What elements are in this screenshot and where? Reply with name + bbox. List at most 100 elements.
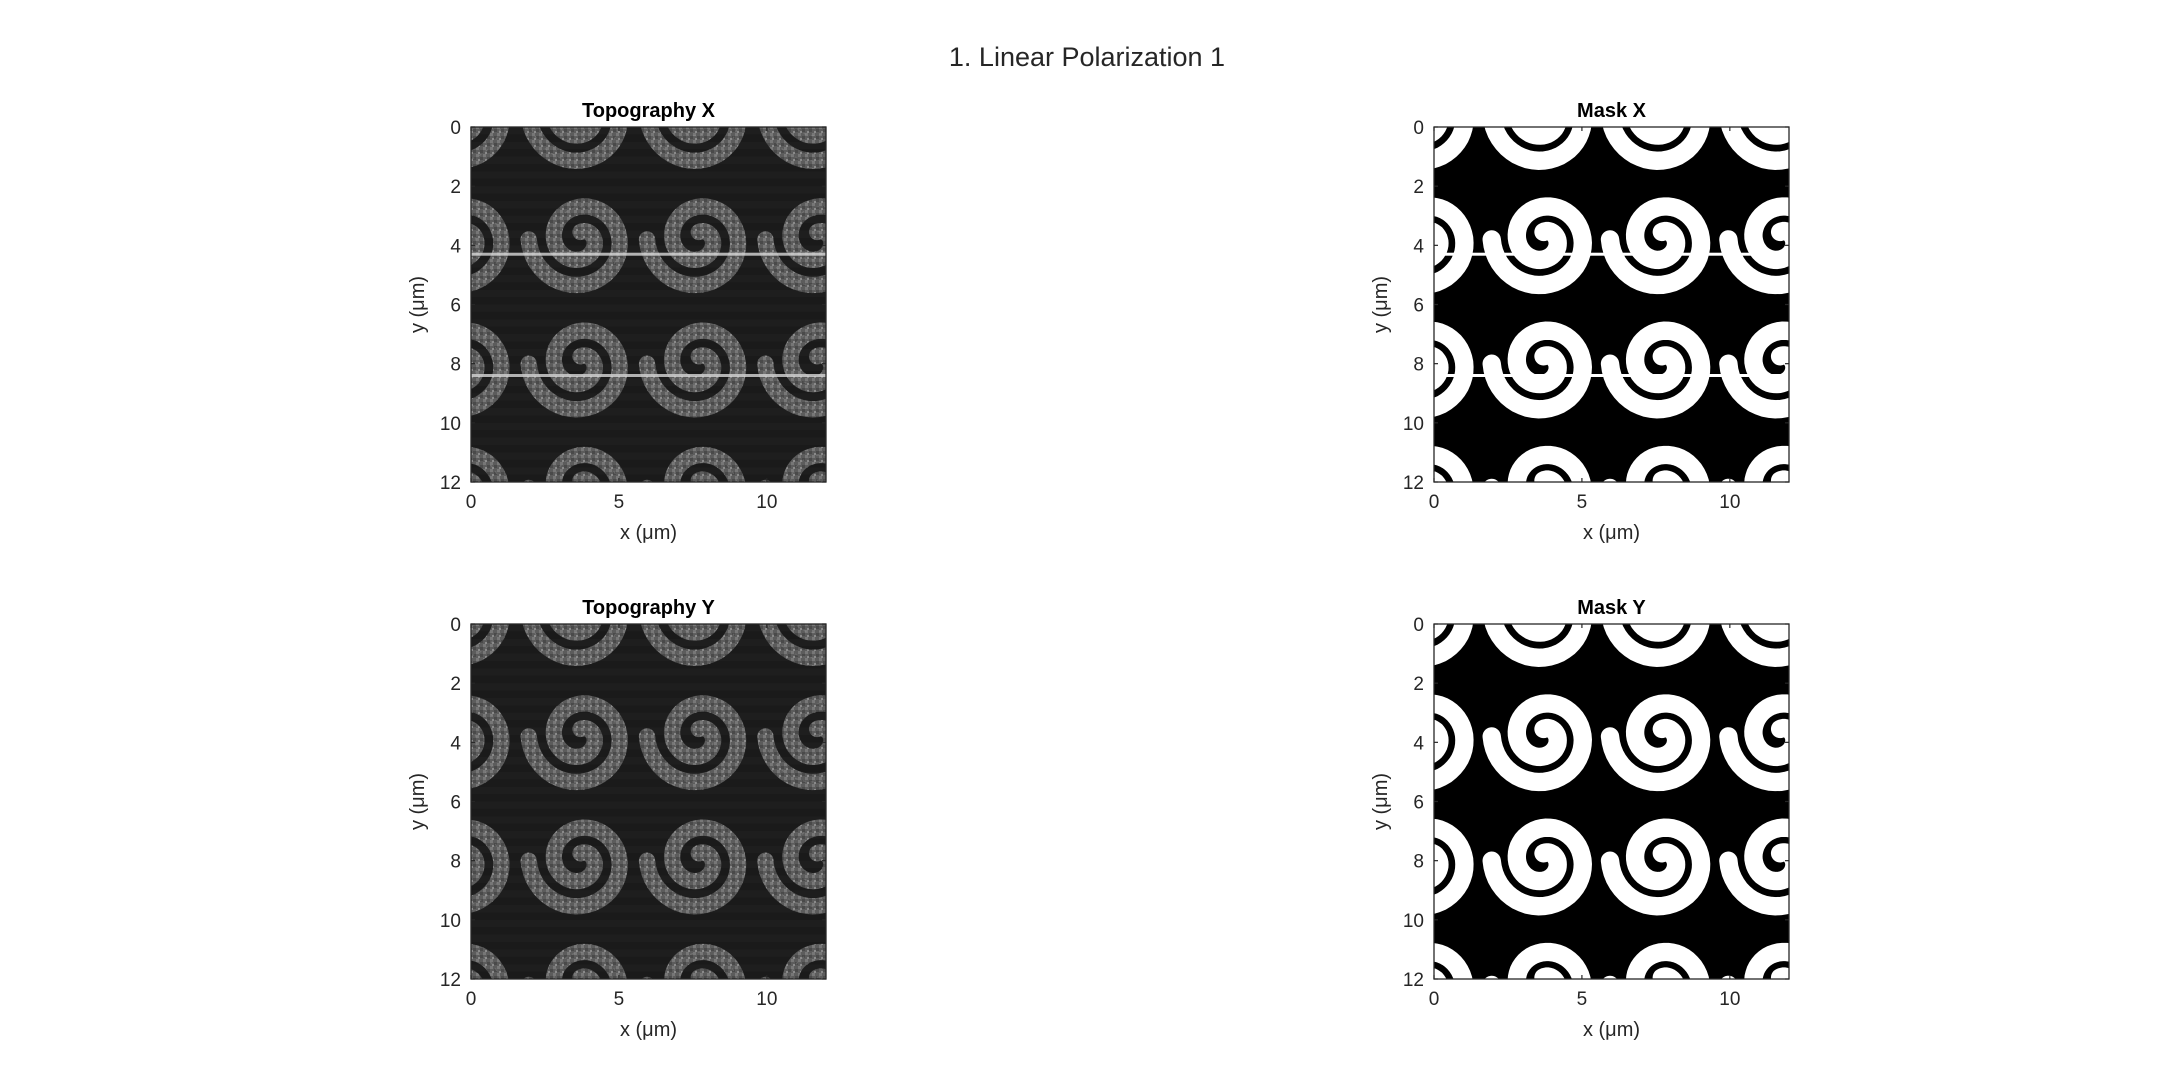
spiral-structure — [520, 695, 628, 791]
spiral-texture — [471, 827, 503, 905]
y-tick-label: 12 — [1403, 970, 1424, 991]
spiral-structure — [1484, 445, 1591, 482]
x-axis-label: x (μm) — [620, 1019, 677, 1041]
y-tick-label: 0 — [450, 118, 461, 139]
scan-band — [471, 668, 826, 676]
spiral-texture — [646, 827, 739, 907]
scan-band — [471, 638, 826, 647]
spiral-structure — [638, 322, 747, 418]
scan-band — [471, 831, 826, 839]
y-tick-label: 12 — [1403, 473, 1424, 494]
spiral-texture — [471, 330, 503, 408]
spiral-structure — [1484, 942, 1591, 979]
scan-band — [471, 845, 826, 854]
spiral-texture — [528, 702, 621, 783]
spiral-texture — [764, 205, 826, 286]
scan-band — [471, 319, 826, 327]
x-axis-label: x (μm) — [620, 522, 677, 544]
y-tick-label: 0 — [1413, 615, 1424, 636]
scan-band — [471, 905, 826, 913]
scan-band — [471, 200, 826, 209]
spiral-structure — [1600, 321, 1711, 419]
y-tick-label: 12 — [440, 473, 461, 494]
scan-band — [471, 334, 826, 342]
scan-band — [471, 186, 826, 194]
spiral-texture — [471, 703, 503, 781]
subplot-3: Topography Y 0 5 10 0 2 4 6 8 10 12 x (μm) y (μm) — [407, 597, 827, 1041]
spiral-structure — [1434, 624, 1473, 666]
spiral-structure — [757, 695, 826, 791]
heatmap-background — [1434, 624, 1789, 979]
spiral-structure — [471, 447, 509, 482]
scan-streak — [1434, 374, 1789, 377]
y-tick-label: 10 — [1403, 911, 1424, 932]
y-tick-label: 12 — [440, 970, 461, 991]
spiral-structure — [1434, 197, 1474, 293]
spiral-texture — [764, 702, 826, 783]
scan-band — [471, 934, 826, 943]
subplot-2: Mask X 0 5 10 0 2 4 6 8 10 12 x (μm) y (μm) — [1370, 100, 1790, 544]
spiral-texture — [648, 624, 738, 659]
spiral-structure — [1482, 197, 1592, 295]
scan-band — [471, 771, 826, 780]
heatmap-background — [1434, 127, 1789, 482]
spiral-texture — [530, 624, 620, 659]
spiral-structure — [759, 446, 826, 482]
scan-band — [471, 467, 826, 475]
spiral-structure — [1602, 624, 1710, 667]
x-tick-label: 0 — [1429, 989, 1440, 1010]
spiral-structure — [471, 322, 510, 416]
x-tick-label: 0 — [1429, 492, 1440, 513]
y-tick-label: 4 — [450, 236, 461, 257]
y-tick-label: 6 — [450, 296, 461, 317]
y-tick-label: 10 — [1403, 414, 1424, 435]
spiral-texture — [671, 951, 738, 979]
spiral-structure — [523, 446, 627, 482]
heatmap-image — [471, 127, 826, 482]
spiral-texture — [646, 702, 739, 783]
y-axis-label: y (μm) — [407, 773, 429, 830]
scan-band — [471, 437, 826, 446]
y-tick-label: 4 — [450, 733, 461, 754]
spiral-structure — [1603, 445, 1710, 482]
x-tick-label: 5 — [614, 492, 625, 513]
spiral-texture — [671, 454, 738, 482]
scan-band — [471, 289, 826, 298]
spiral-structure — [1600, 197, 1711, 295]
spiral-texture — [764, 827, 826, 907]
spiral-texture — [528, 330, 621, 410]
y-tick-label: 8 — [1413, 355, 1424, 376]
x-tick-label: 5 — [614, 989, 625, 1010]
spiral-texture — [528, 205, 621, 286]
x-tick-label: 10 — [1719, 492, 1740, 513]
spiral-structure — [757, 198, 826, 294]
scan-band — [471, 890, 826, 898]
spiral-structure — [523, 943, 627, 979]
spiral-structure — [641, 446, 746, 482]
scan-band — [471, 215, 826, 224]
spiral-structure — [1719, 818, 1789, 916]
x-axis-label: x (μm) — [1583, 522, 1640, 544]
spiral-structure — [1719, 694, 1789, 792]
spiral-texture — [471, 206, 503, 284]
y-axis-label: y (μm) — [1370, 276, 1392, 333]
spiral-texture — [528, 827, 621, 907]
spiral-structure — [522, 624, 628, 666]
scan-band — [471, 712, 826, 721]
spiral-structure — [640, 624, 746, 666]
spiral-texture — [789, 951, 826, 979]
y-tick-label: 10 — [440, 911, 461, 932]
spiral-structure — [1482, 694, 1592, 792]
spiral-structure — [1603, 942, 1710, 979]
spiral-texture — [648, 127, 738, 162]
scan-band — [471, 304, 826, 312]
spiral-texture — [646, 205, 739, 286]
scan-band — [471, 816, 826, 824]
scan-streak — [471, 252, 826, 256]
x-tick-label: 5 — [1577, 492, 1588, 513]
y-axis-label: y (μm) — [407, 276, 429, 333]
x-tick-label: 0 — [466, 989, 477, 1010]
y-axis-label: y (μm) — [1370, 773, 1392, 830]
y-tick-label: 2 — [1413, 674, 1424, 695]
